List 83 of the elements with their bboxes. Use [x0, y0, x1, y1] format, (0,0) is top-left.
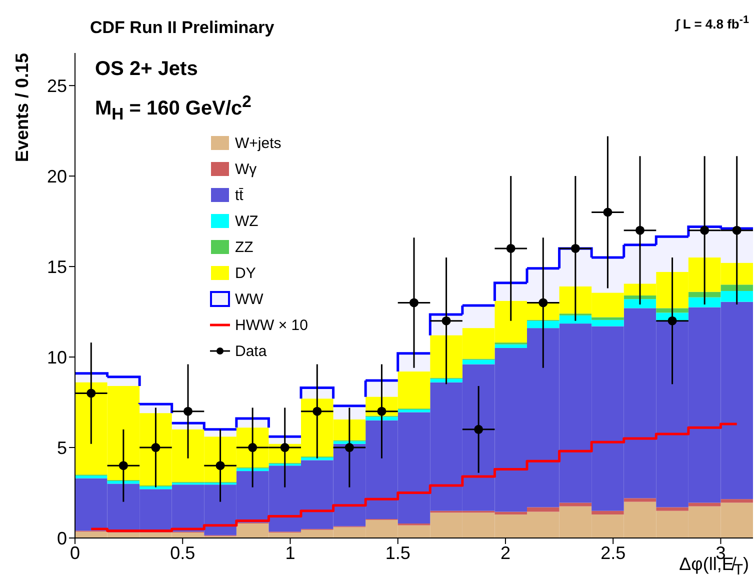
chart-title: CDF Run II Preliminary	[90, 18, 274, 38]
bar	[364, 379, 400, 398]
point	[474, 424, 484, 434]
bar	[301, 457, 334, 460]
bar	[333, 441, 366, 444]
bar	[140, 486, 172, 490]
legend-label: Wγ	[235, 160, 257, 178]
bar	[396, 352, 432, 373]
y-tick-label: 20	[46, 166, 67, 186]
point	[410, 298, 418, 308]
point	[668, 316, 677, 326]
legend-label: WW	[235, 290, 264, 308]
point	[280, 443, 290, 452]
bar	[170, 422, 206, 431]
bar	[494, 344, 527, 348]
y-tick-label: 15	[46, 256, 67, 277]
bar	[462, 360, 495, 364]
x-tick-label: 0.5	[170, 542, 196, 563]
text: ∫ L = 4.8 fb$^{-1}$	[676, 14, 749, 32]
bar	[398, 410, 430, 412]
x-tick-label: 2.5	[600, 542, 626, 563]
annotation: OS 2+ Jets	[95, 58, 198, 81]
point	[732, 226, 742, 235]
y-axis-title: Events / 0.15	[12, 53, 33, 162]
bar	[558, 247, 593, 288]
bar	[300, 386, 335, 400]
legend-label: DY	[235, 264, 256, 282]
legend-label: WZ	[235, 212, 258, 230]
bar	[624, 296, 656, 300]
y-tick-label: 25	[46, 76, 67, 96]
bar	[75, 476, 108, 478]
x-tick-label: 2	[500, 542, 510, 563]
bar	[720, 499, 753, 503]
legend-label: W+jets	[235, 134, 282, 152]
bar	[624, 498, 656, 502]
point	[86, 388, 96, 398]
bar	[332, 404, 367, 421]
bar	[656, 308, 688, 313]
legend-label: tt̄	[235, 186, 244, 204]
bar	[592, 510, 624, 514]
bar	[366, 416, 398, 420]
point	[636, 226, 644, 235]
legend-label: Data	[235, 342, 267, 360]
point	[216, 461, 225, 470]
bar	[461, 304, 496, 330]
bar	[74, 372, 109, 384]
bar	[656, 507, 688, 511]
x-tick-label: 1.5	[385, 542, 410, 563]
point	[603, 208, 612, 217]
point	[184, 406, 192, 416]
bar	[559, 502, 592, 506]
bar	[430, 378, 462, 382]
bar	[526, 267, 561, 304]
point	[700, 226, 710, 235]
bar	[106, 376, 141, 388]
bar	[138, 402, 174, 414]
bar	[202, 428, 238, 438]
point	[570, 244, 580, 253]
bar	[267, 435, 302, 446]
point	[118, 461, 128, 470]
legend-label: HWW × 10	[235, 316, 308, 334]
y-tick-label: 5	[56, 438, 67, 458]
bar	[235, 417, 270, 429]
bar	[720, 284, 753, 291]
point	[151, 443, 160, 452]
bar	[688, 502, 721, 506]
bar	[527, 507, 560, 512]
legend-label: ZZ	[235, 238, 254, 256]
point	[538, 298, 548, 308]
y-tick-label: 0	[56, 528, 67, 548]
bar	[688, 292, 721, 298]
point	[506, 244, 516, 253]
bar	[592, 317, 624, 320]
x-tick-label: 1	[285, 542, 296, 563]
point	[344, 443, 354, 452]
bar	[624, 299, 656, 308]
bar	[493, 282, 528, 302]
point	[312, 406, 322, 416]
point	[377, 406, 386, 416]
annotation: M$_{H}$ = 160 GeV/c$^{2}$	[95, 92, 252, 125]
y-tick-label: 10	[46, 347, 67, 368]
point	[248, 443, 258, 452]
x-tick-label: 0	[70, 542, 80, 563]
